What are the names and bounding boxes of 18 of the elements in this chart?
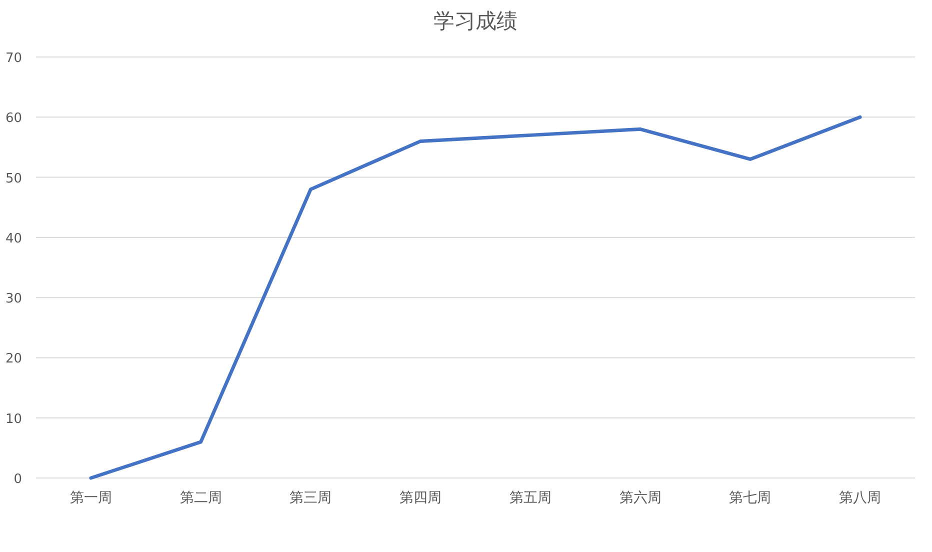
chart-title: 学习成绩 — [434, 9, 518, 33]
y-tick-label: 10 — [5, 412, 22, 427]
x-tick-label: 第七周 — [729, 490, 772, 506]
x-tick-label: 第五周 — [509, 490, 552, 506]
y-tick-label: 20 — [5, 352, 22, 367]
y-tick-label: 30 — [5, 292, 22, 307]
x-tick-label: 第六周 — [619, 490, 662, 506]
y-tick-label: 0 — [14, 472, 22, 487]
y-tick-label: 50 — [5, 171, 22, 186]
x-tick-label: 第一周 — [70, 490, 112, 506]
x-tick-label: 第八周 — [839, 490, 882, 506]
y-tick-label: 60 — [5, 111, 22, 126]
y-tick-label: 40 — [5, 231, 22, 246]
line-series — [89, 115, 862, 480]
x-tick-label: 第三周 — [290, 490, 332, 506]
y-tick-label: 70 — [5, 51, 22, 66]
x-tick-label: 第二周 — [180, 490, 222, 506]
x-tick-label: 第四周 — [400, 490, 442, 506]
